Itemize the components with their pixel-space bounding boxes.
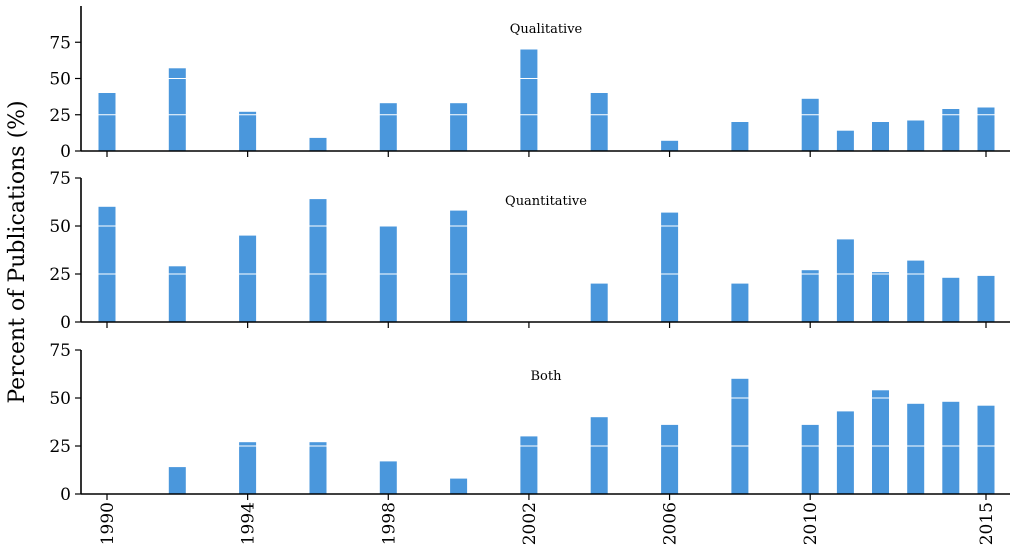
bar-both-2014: [942, 401, 960, 494]
bar-both-1992: [168, 467, 186, 494]
bar-both-2010: [801, 424, 819, 494]
y-tick-label: 75: [49, 169, 71, 189]
y-tick-label: 0: [60, 142, 71, 162]
bar-both-1998: [379, 461, 397, 494]
bar-qualitative-1996: [309, 137, 327, 151]
bar-quantitative-2011: [836, 239, 854, 322]
bar-both-2004: [590, 417, 608, 494]
bar-quantitative-2015: [977, 275, 995, 322]
x-tick-label-1994: 1994: [239, 502, 259, 545]
bar-qualitative-1992: [168, 68, 186, 151]
y-tick-label: 25: [49, 265, 71, 285]
y-tick-label: 25: [49, 106, 71, 126]
bar-qualitative-2013: [907, 120, 925, 151]
bar-quantitative-2008: [731, 283, 749, 322]
bar-qualitative-1994: [239, 111, 257, 151]
bar-qualitative-2015: [977, 107, 995, 151]
bar-quantitative-1996: [309, 199, 327, 322]
y-tick-label: 50: [49, 217, 71, 237]
bar-quantitative-2012: [872, 272, 889, 322]
bar-qualitative-1998: [379, 103, 397, 151]
bar-both-2000: [450, 478, 468, 494]
panel-title: Qualitative: [510, 22, 583, 37]
bar-qualitative-2014: [942, 109, 960, 151]
y-tick-label: 50: [49, 389, 71, 409]
bar-both-2002: [520, 436, 538, 494]
y-axis-title: Percent of Publications (%): [5, 100, 30, 403]
bar-quantitative-2010: [801, 270, 819, 322]
bar-qualitative-2000: [450, 103, 468, 151]
y-tick-label: 0: [60, 485, 71, 505]
x-tick-label-2006: 2006: [661, 502, 681, 545]
bar-qualitative-2008: [731, 122, 749, 151]
x-tick-label-1990: 1990: [98, 502, 118, 545]
bar-quantitative-2004: [590, 283, 608, 322]
bar-quantitative-2000: [450, 210, 468, 322]
bar-qualitative-2002: [520, 49, 538, 151]
bar-both-2006: [661, 424, 679, 494]
y-tick-label: 25: [49, 437, 71, 457]
panel-quantitative: 0 25 50 75 Quantitative: [49, 169, 1010, 333]
bar-both-1994: [239, 442, 257, 494]
bar-quantitative-1992: [168, 266, 186, 322]
bar-qualitative-1990: [98, 93, 116, 151]
y-tick-label: 50: [49, 70, 71, 90]
bar-qualitative-2011: [836, 130, 854, 151]
bar-both-2011: [836, 411, 854, 494]
panel-title: Both: [531, 369, 563, 384]
bar-both-1996: [309, 442, 327, 494]
x-tick-label-1998: 1998: [379, 502, 399, 545]
bar-both-2013: [907, 403, 925, 494]
bar-quantitative-2013: [907, 260, 925, 322]
bar-qualitative-2010: [801, 98, 819, 151]
bar-both-2008: [731, 378, 749, 494]
bar-qualitative-2012: [872, 122, 889, 151]
x-tick-label-2015: 2015: [977, 502, 997, 545]
panel-title: Quantitative: [505, 194, 587, 209]
bar-both-2015: [977, 405, 995, 494]
x-tick-label-2002: 2002: [520, 502, 540, 545]
y-tick-label: 75: [49, 341, 71, 361]
bar-quantitative-2014: [942, 277, 960, 322]
x-tick-label-2010: 2010: [801, 502, 821, 545]
panel-both: 0 25 50 75 Both: [49, 341, 1010, 505]
bar-quantitative-1990: [98, 206, 116, 322]
y-tick-label: 0: [60, 313, 71, 333]
bar-quantitative-2006: [661, 212, 679, 322]
bar-qualitative-2004: [590, 93, 608, 151]
y-tick-label: 75: [49, 33, 71, 53]
bar-quantitative-1994: [239, 235, 257, 322]
panel-qualitative: 0 25 50 75 Qualitative: [49, 6, 1010, 162]
bar-qualitative-2006: [661, 140, 679, 151]
bar-both-2012: [872, 390, 889, 494]
